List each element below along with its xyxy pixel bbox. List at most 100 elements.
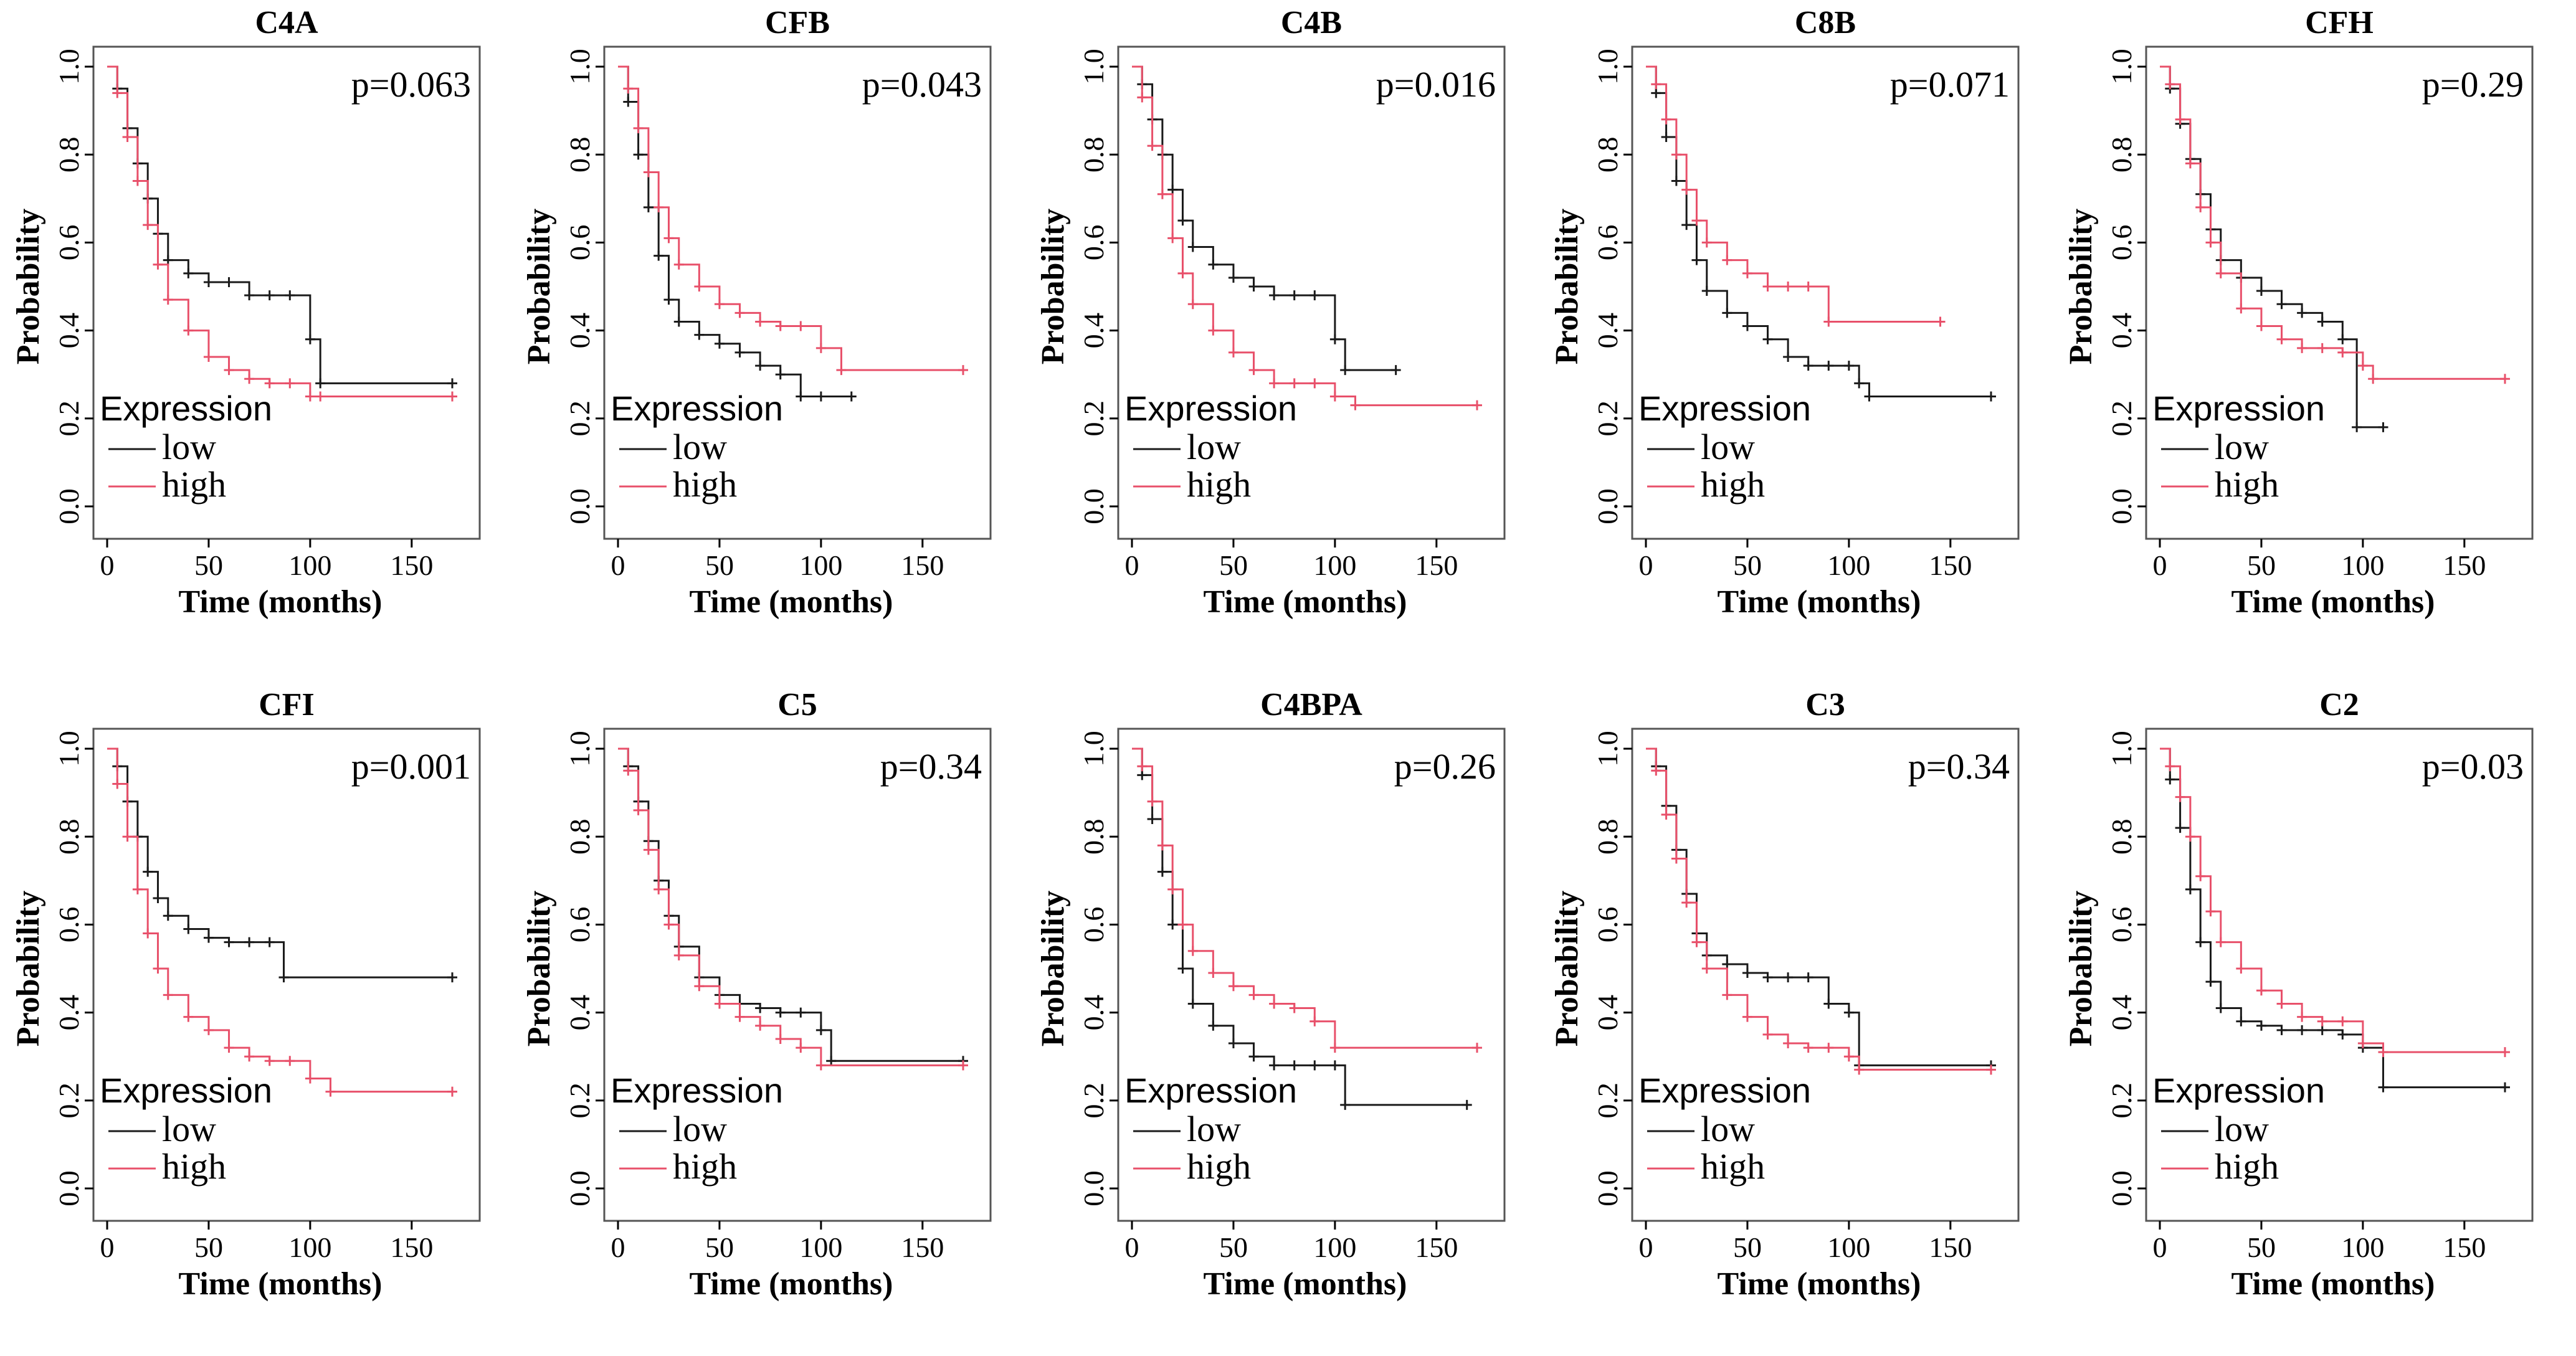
- censor-mark-high: [1651, 766, 1661, 776]
- censor-mark-high: [285, 378, 295, 389]
- censor-mark-high: [1167, 884, 1178, 894]
- censor-mark-high: [153, 259, 163, 270]
- legend-title: Expression: [611, 1071, 783, 1110]
- x-tick-label: 150: [2443, 549, 2486, 581]
- censor-mark-low: [1742, 968, 1752, 979]
- censor-mark-high: [2317, 343, 2327, 353]
- censor-mark-high: [633, 123, 644, 133]
- censor-mark-high: [2297, 343, 2307, 353]
- censor-mark-low: [1248, 1051, 1259, 1062]
- censor-mark-high: [2215, 268, 2226, 278]
- censor-mark-low: [1722, 308, 1732, 318]
- censor-mark-low: [2297, 308, 2307, 318]
- censor-mark-low: [1762, 334, 1773, 344]
- censor-mark-high: [305, 391, 315, 402]
- censor-mark-low: [143, 866, 153, 877]
- x-tick-label: 100: [799, 549, 842, 581]
- censor-mark-high: [1671, 149, 1681, 160]
- y-axis-title: Probability: [2063, 891, 2099, 1046]
- censor-mark-high: [224, 1043, 234, 1053]
- censor-mark-low: [244, 290, 255, 301]
- censor-mark-low: [1309, 1060, 1320, 1071]
- censor-mark-high: [1935, 316, 1946, 327]
- panel-title: CFI: [259, 687, 315, 723]
- censor-mark-low: [2215, 1003, 2226, 1013]
- censor-mark-high: [734, 308, 745, 318]
- censor-mark-low: [775, 1007, 786, 1018]
- censor-mark-low: [1157, 866, 1167, 877]
- plot-frame: [2145, 728, 2534, 1222]
- censor-mark-high: [1986, 1064, 1996, 1075]
- censor-mark-high: [2317, 1016, 2327, 1026]
- censor-mark-high: [643, 845, 654, 855]
- y-tick-label: 0.2: [2106, 401, 2137, 437]
- legend-label-low: low: [1187, 1109, 1241, 1149]
- legend-label-high: high: [673, 1146, 737, 1187]
- censor-mark-low: [163, 911, 173, 921]
- y-tick-label: 0.0: [1592, 1170, 1623, 1207]
- x-tick-label: 150: [1929, 549, 1972, 581]
- x-tick-label: 0: [1639, 1231, 1653, 1263]
- censor-mark-high: [447, 391, 457, 402]
- censor-mark-low: [796, 391, 806, 402]
- censor-mark-low: [2276, 1025, 2287, 1035]
- censor-mark-low: [1843, 1007, 1854, 1018]
- x-axis-title: Time (months): [2231, 1266, 2435, 1302]
- y-tick-label: 0.6: [1078, 907, 1110, 943]
- legend-title: Expression: [2152, 1071, 2325, 1110]
- censor-mark-low: [1340, 365, 1351, 376]
- x-tick-label: 100: [1827, 549, 1870, 581]
- censor-mark-low: [2276, 299, 2287, 310]
- censor-mark-high: [122, 131, 133, 142]
- censor-mark-high: [1681, 898, 1692, 908]
- censor-mark-high: [1248, 990, 1259, 1000]
- y-tick-label: 0.2: [1078, 1083, 1110, 1119]
- censor-mark-high: [958, 1060, 968, 1071]
- km-panel-c8b: C8B p=0.071 0 50 100 150 0.0 0.2 0.4 0.6 0.8 1.0 Tim…: [1549, 5, 2020, 620]
- x-tick-label: 100: [2341, 1231, 2384, 1263]
- x-tick-label: 50: [1733, 1231, 1762, 1263]
- censor-mark-high: [1167, 233, 1178, 244]
- y-tick-label: 0.8: [1592, 818, 1623, 855]
- legend-label-low: low: [1187, 427, 1241, 467]
- x-axis-title: Time (months): [1718, 1266, 1921, 1302]
- censor-mark-low: [2317, 316, 2327, 327]
- censor-mark-high: [2256, 321, 2266, 331]
- censor-mark-high: [2175, 792, 2185, 802]
- x-tick-label: 50: [705, 549, 734, 581]
- x-tick-label: 150: [390, 549, 433, 581]
- censor-mark-low: [1340, 1099, 1351, 1110]
- censor-mark-high: [1329, 391, 1340, 402]
- x-axis-title: Time (months): [2231, 584, 2435, 620]
- censor-mark-low: [694, 330, 705, 340]
- y-tick-label: 1.0: [564, 731, 596, 767]
- censor-mark-high: [755, 1020, 766, 1031]
- x-tick-label: 0: [100, 1231, 115, 1263]
- censor-mark-low: [734, 347, 745, 358]
- censor-mark-high: [112, 779, 123, 789]
- x-axis-title: Time (months): [690, 584, 893, 620]
- censor-mark-low: [1309, 290, 1320, 301]
- panel-title: C5: [777, 687, 817, 723]
- censor-mark-low: [815, 1025, 826, 1035]
- censor-mark-high: [2205, 906, 2216, 917]
- censor-mark-high: [1137, 92, 1148, 103]
- censor-mark-low: [1177, 964, 1188, 974]
- censor-mark-high: [815, 1060, 826, 1071]
- y-tick-label: 0.4: [53, 313, 85, 349]
- censor-mark-high: [643, 167, 654, 178]
- x-axis-title: Time (months): [179, 1266, 383, 1302]
- censor-mark-high: [1309, 378, 1320, 389]
- censor-mark-high: [1671, 853, 1681, 864]
- censor-mark-low: [203, 932, 214, 943]
- panel-title: CFH: [2305, 5, 2374, 40]
- censor-mark-high: [1208, 968, 1219, 979]
- censor-mark-low: [1289, 1060, 1300, 1071]
- censor-mark-high: [1269, 378, 1280, 389]
- censor-mark-low: [1177, 216, 1188, 226]
- censor-mark-low: [1187, 242, 1198, 252]
- censor-mark-low: [1167, 919, 1178, 930]
- p-value: p=0.26: [1394, 746, 1496, 787]
- censor-mark-high: [1472, 400, 1482, 410]
- censor-mark-high: [264, 1056, 275, 1066]
